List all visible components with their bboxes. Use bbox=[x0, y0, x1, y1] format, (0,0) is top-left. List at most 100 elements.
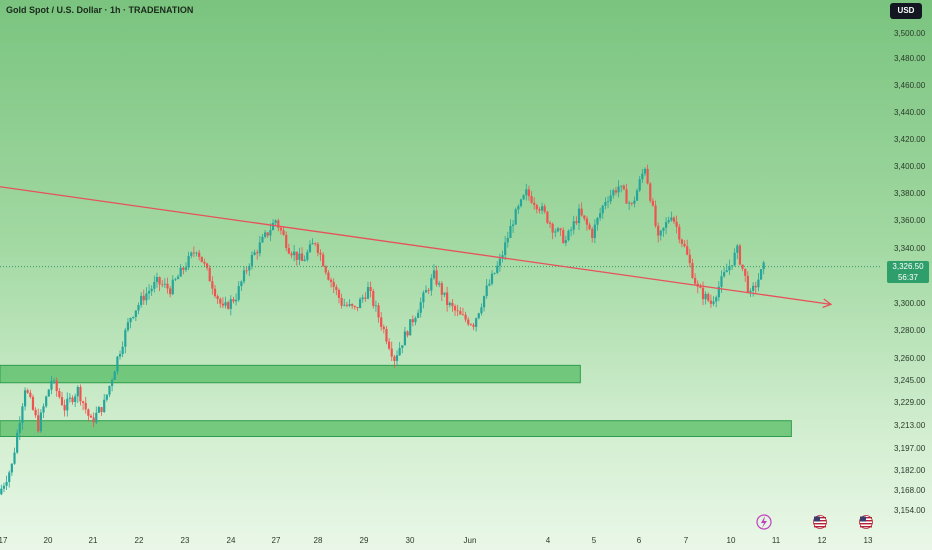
candle-body bbox=[158, 276, 161, 285]
candle-body bbox=[174, 279, 177, 280]
candle-body bbox=[628, 202, 631, 204]
price-tick-label: 3,300.00 bbox=[894, 299, 926, 308]
price-tick-label: 3,260.00 bbox=[894, 354, 926, 363]
candle-body bbox=[701, 287, 705, 300]
candle-body bbox=[282, 230, 285, 235]
candle-body bbox=[453, 306, 457, 311]
candle-body bbox=[97, 407, 101, 413]
candle-body bbox=[440, 283, 443, 295]
candle-body bbox=[754, 285, 757, 288]
candle-body bbox=[609, 195, 612, 202]
candle-body bbox=[211, 281, 214, 289]
candle-body bbox=[266, 232, 269, 236]
candle-body bbox=[446, 292, 449, 306]
candle-body bbox=[327, 272, 330, 280]
time-axis: 17 20 21 22 23 24 27 28 29 30 Jun 4 5 6 7 10 11 12 13 bbox=[0, 536, 873, 545]
candle-body bbox=[382, 326, 385, 330]
candle-body bbox=[506, 237, 509, 243]
lightning-event-icon[interactable] bbox=[756, 514, 772, 530]
candle-body bbox=[498, 258, 501, 266]
time-tick-label: 23 bbox=[181, 536, 190, 545]
candle-body bbox=[245, 270, 248, 272]
candle-body bbox=[237, 286, 240, 300]
candle-body bbox=[451, 302, 454, 307]
candle-body bbox=[224, 302, 227, 306]
candle-body bbox=[575, 221, 578, 224]
candle-body bbox=[620, 185, 623, 187]
time-tick-label: 30 bbox=[406, 536, 415, 545]
candle-body bbox=[496, 265, 499, 273]
candle-body bbox=[730, 265, 734, 267]
candle-body bbox=[50, 380, 53, 390]
candle-body bbox=[0, 488, 3, 495]
us-flag-event-icon[interactable] bbox=[813, 515, 827, 529]
candle-body bbox=[664, 222, 668, 228]
candle-body bbox=[351, 304, 354, 306]
candle-body bbox=[472, 324, 475, 327]
currency-button[interactable]: USD bbox=[890, 3, 922, 19]
candle-body bbox=[675, 221, 678, 227]
support-zones bbox=[0, 364, 792, 437]
candle-body bbox=[203, 261, 206, 264]
candle-body bbox=[29, 392, 32, 397]
candle-body bbox=[461, 314, 465, 316]
candle-body bbox=[290, 253, 293, 256]
candle-body bbox=[208, 267, 211, 282]
candle-body bbox=[111, 379, 114, 386]
candle-body bbox=[757, 279, 760, 288]
candle-body bbox=[332, 281, 335, 287]
candle-body bbox=[16, 432, 19, 453]
candle-body bbox=[322, 254, 325, 267]
chart-title: Gold Spot / U.S. Dollar · 1h · TRADENATI… bbox=[6, 5, 194, 15]
candle-body bbox=[205, 263, 209, 268]
candle-body bbox=[744, 268, 747, 276]
candle-body bbox=[657, 225, 660, 236]
us-flag-event-icon[interactable] bbox=[859, 515, 873, 529]
candle-body bbox=[184, 267, 188, 270]
candle-body bbox=[459, 311, 462, 315]
candle-body bbox=[464, 314, 467, 320]
candle-body bbox=[395, 355, 399, 361]
candle-body bbox=[195, 252, 198, 254]
support-zone-2[interactable] bbox=[0, 420, 792, 437]
candle-body bbox=[511, 224, 515, 227]
candle-body bbox=[213, 288, 217, 297]
price-tick-label: 3,360.00 bbox=[894, 216, 926, 225]
candle-body bbox=[562, 230, 565, 244]
candle-body bbox=[406, 331, 409, 336]
candle-body bbox=[485, 285, 488, 297]
candle-body bbox=[303, 259, 306, 261]
candle-body bbox=[285, 234, 288, 248]
candle-body bbox=[179, 267, 182, 277]
candle-body bbox=[192, 252, 195, 254]
candle-body bbox=[105, 394, 108, 400]
candle-body bbox=[345, 304, 348, 306]
candle-body bbox=[741, 264, 744, 269]
candle-body bbox=[364, 297, 367, 299]
candle-body bbox=[662, 227, 665, 231]
candle-body bbox=[493, 272, 496, 274]
candle-body bbox=[725, 270, 728, 273]
price-tick-label: 3,182.00 bbox=[894, 466, 926, 475]
support-zone-1[interactable] bbox=[0, 364, 581, 384]
candle-body bbox=[134, 310, 137, 317]
candle-body bbox=[448, 302, 451, 306]
candle-body bbox=[340, 297, 343, 306]
price-tick-label: 3,340.00 bbox=[894, 244, 926, 253]
candle-body bbox=[216, 296, 219, 299]
candle-body bbox=[554, 231, 557, 233]
candle-body bbox=[749, 290, 752, 293]
trendline[interactable] bbox=[0, 185, 832, 305]
candle-body bbox=[477, 313, 480, 319]
candle-body bbox=[411, 319, 414, 323]
price-tick-label: 3,168.00 bbox=[894, 486, 926, 495]
time-tick-label: 5 bbox=[592, 536, 597, 545]
candle-body bbox=[140, 295, 143, 306]
candle-body bbox=[720, 276, 723, 287]
candle-body bbox=[126, 322, 130, 331]
candle-body bbox=[435, 270, 438, 285]
last-price-value: 3,326.50 bbox=[892, 262, 924, 271]
candle-body bbox=[403, 331, 407, 346]
candle-body bbox=[585, 218, 589, 225]
